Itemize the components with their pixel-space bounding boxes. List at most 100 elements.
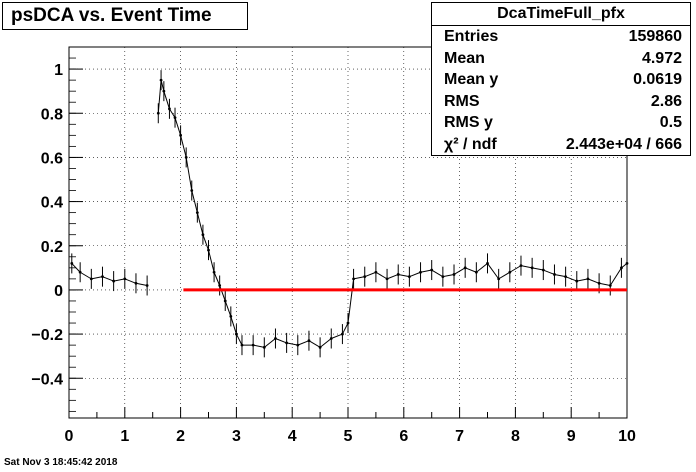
y-tick-label: 1	[54, 62, 63, 79]
y-tick-label: −0.2	[31, 327, 63, 344]
profile-segment	[576, 278, 589, 282]
chart-title: psDCA vs. Event Time	[2, 2, 248, 30]
profile-segment	[163, 91, 170, 109]
stats-value: 0.0619	[633, 71, 682, 88]
profile-segment	[124, 278, 137, 284]
profile-segment	[509, 265, 522, 273]
profile-segment	[409, 271, 421, 278]
profile-segment	[375, 271, 388, 280]
x-tick-label: 5	[344, 428, 353, 445]
profile-segment	[498, 271, 511, 280]
profile-segment	[230, 316, 237, 335]
stats-row-chi2: χ² / ndf 2.443e+04 / 666	[432, 134, 690, 156]
profile-segment	[91, 276, 103, 280]
x-tick-label: 1	[120, 428, 129, 445]
stats-key: Entries	[444, 28, 499, 45]
profile-segment	[554, 273, 566, 278]
stats-row-rms: RMS 2.86	[432, 91, 690, 113]
x-tick-label: 2	[176, 428, 185, 445]
stats-key: RMS	[444, 92, 480, 110]
y-tick-label: 0.2	[41, 239, 63, 256]
x-tick-label: 0	[65, 428, 74, 445]
profile-segment	[308, 340, 321, 348]
profile-segment	[386, 273, 399, 280]
profile-segment	[442, 273, 455, 278]
x-tick-label: 9	[567, 428, 576, 445]
profile-segment	[520, 265, 533, 269]
x-tick-label: 4	[288, 428, 297, 445]
profile-segment	[347, 278, 355, 324]
datestamp: Sat Nov 3 18:45:42 2018	[4, 457, 118, 468]
profile-segment	[587, 278, 600, 284]
x-tick-label: 6	[399, 428, 408, 445]
y-tick-label: 0.8	[41, 106, 63, 123]
y-tick-label: 0.4	[41, 195, 63, 212]
profile-segment	[364, 271, 377, 278]
profile-segment	[235, 333, 243, 346]
profile-segment	[71, 263, 81, 273]
profile-segment	[196, 212, 204, 235]
stats-box-title: DcaTimeFull_pfx	[432, 3, 690, 26]
profile-segment	[532, 267, 544, 271]
profile-segment	[453, 267, 466, 275]
profile-segment	[253, 344, 265, 348]
stats-key: RMS y	[444, 114, 493, 131]
profile-segment	[180, 135, 187, 158]
stats-key: Mean	[444, 49, 485, 67]
profile-segment	[202, 234, 209, 251]
profile-segment	[208, 250, 215, 273]
profile-segment	[224, 300, 232, 317]
profile-point	[145, 284, 149, 287]
profile-point	[553, 273, 556, 276]
profile-segment	[487, 263, 500, 280]
stats-box: DcaTimeFull_pfx Entries 159860 Mean 4.97…	[431, 2, 691, 156]
stats-row-mean-y: Mean y 0.0619	[432, 69, 690, 91]
profile-segment	[102, 276, 114, 282]
profile-segment	[565, 276, 577, 282]
profile-segment	[319, 338, 332, 348]
stats-value: 0.5	[659, 114, 682, 131]
profile-segment	[263, 338, 276, 348]
profile-segment	[464, 267, 477, 273]
profile-segment	[135, 282, 148, 286]
profile-segment	[353, 276, 365, 280]
profile-segment	[599, 282, 611, 286]
stats-row-mean: Mean 4.972	[432, 48, 690, 70]
profile-segment	[79, 271, 92, 280]
stats-row-rms-y: RMS y 0.5	[432, 112, 690, 134]
profile-segment	[191, 190, 198, 213]
profile-segment	[543, 269, 555, 275]
stats-value: 159860	[628, 28, 682, 45]
profile-segment	[174, 117, 182, 136]
profile-segment	[185, 157, 193, 191]
profile-segment	[609, 267, 622, 286]
profile-segment	[341, 322, 349, 335]
y-tick-label: 0	[54, 283, 63, 300]
profile-segment	[476, 263, 488, 273]
stats-value: 2.443e+04 / 666	[565, 135, 682, 153]
profile-segment	[331, 333, 343, 339]
profile-segment	[213, 272, 221, 286]
y-tick-label: −0.4	[31, 371, 63, 388]
stats-key: Mean y	[444, 71, 499, 88]
profile-segment	[169, 108, 176, 118]
stats-row-entries: Entries 159860	[432, 26, 690, 48]
profile-segment	[431, 269, 444, 278]
profile-segment	[398, 273, 410, 278]
stats-value: 2.86	[650, 92, 682, 110]
profile-segment	[286, 342, 298, 346]
x-tick-label: 10	[618, 428, 636, 445]
stats-value: 4.972	[641, 49, 682, 67]
x-tick-label: 3	[232, 428, 241, 445]
x-tick-label: 8	[511, 428, 520, 445]
profile-segment	[275, 338, 287, 344]
profile-segment	[297, 340, 310, 346]
x-tick-label: 7	[455, 428, 464, 445]
stats-key: χ² / ndf	[444, 135, 497, 153]
profile-segment	[219, 285, 226, 302]
y-tick-label: 0.6	[41, 150, 63, 167]
profile-point	[625, 262, 629, 265]
profile-segment	[113, 278, 125, 282]
profile-segment	[420, 269, 432, 273]
